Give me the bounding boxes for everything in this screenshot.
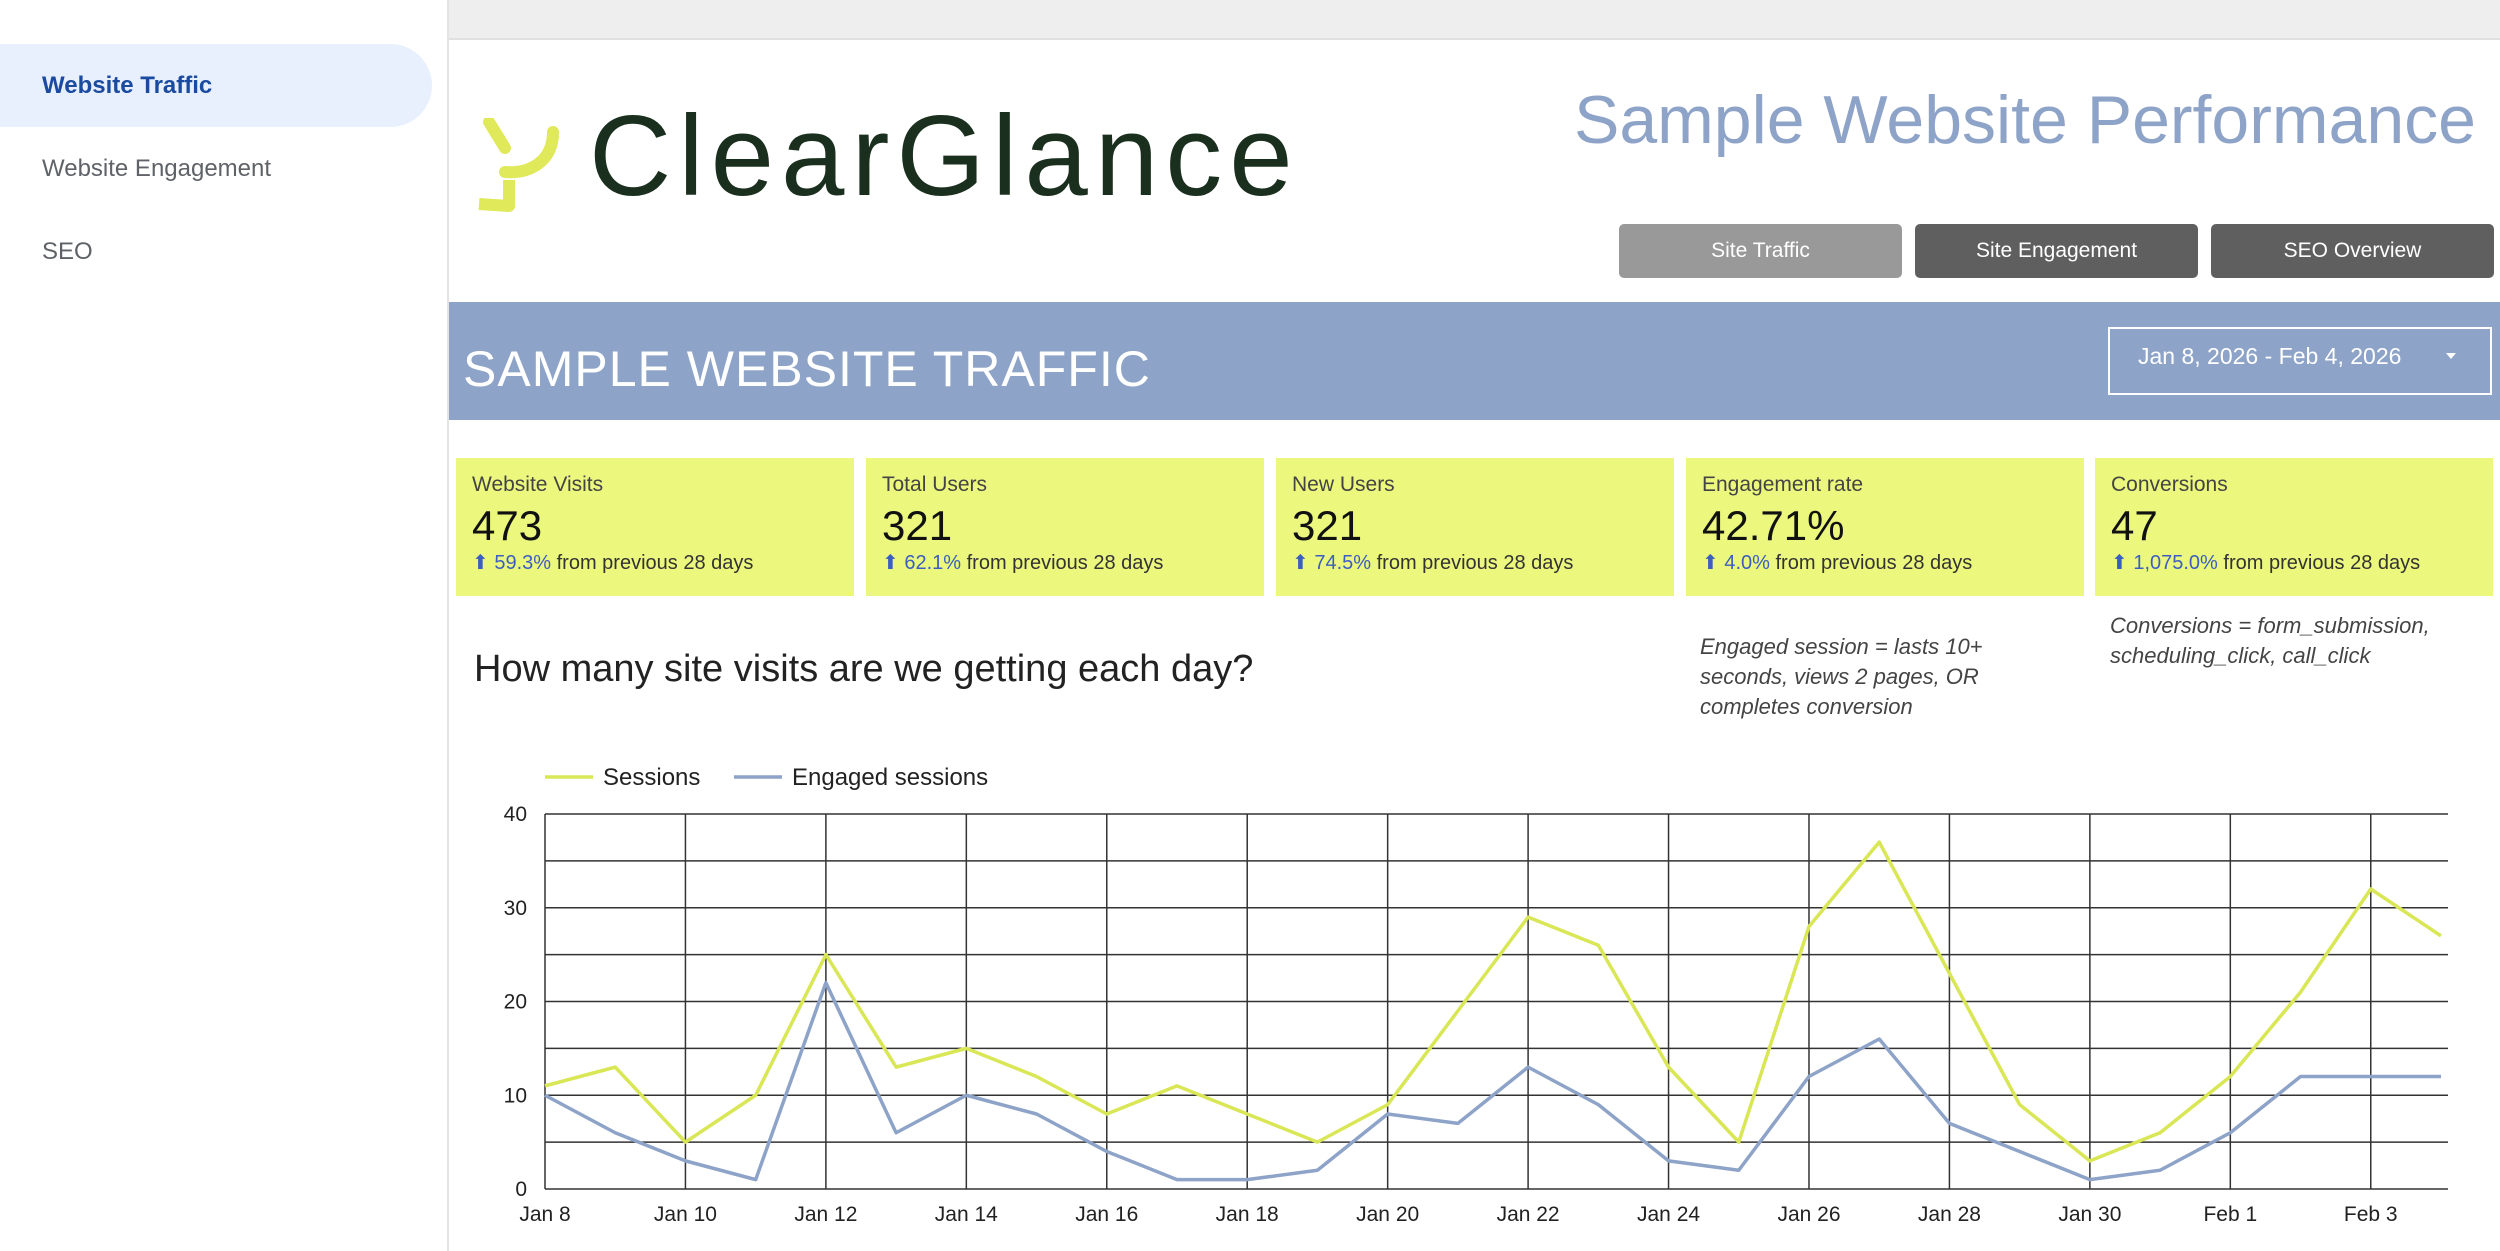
date-range-value: Jan 8, 2026 - Feb 4, 2026 [2138,343,2402,369]
note-line: Engaged session = lasts 10+ [1700,634,1983,659]
kpi-delta: ⬆ 74.5% from previous 28 days [1292,550,1573,575]
kpi-card-conversions: Conversions 47 ⬆ 1,075.0% from previous … [2095,458,2493,596]
kpi-value: 42.71% [1702,502,1845,549]
kpi-delta-percent: 59.3% [494,552,552,574]
kpi-delta-percent: 4.0% [1724,552,1770,574]
legend-label: Sessions [603,764,700,791]
kpi-label: New Users [1292,473,1395,496]
sidebar-item-website-traffic[interactable]: Website Traffic [0,44,432,127]
chart-x-tick-label: Jan 8 [519,1203,570,1226]
chart-series-line-0 [544,840,2442,1163]
kpi-card-new-users: New Users 321 ⬆ 74.5% from previous 28 d… [1276,458,1674,596]
kpi-delta: ⬆ 1,075.0% from previous 28 days [2111,550,2420,575]
kpi-label: Total Users [882,473,988,496]
kpi-delta-label: from previous 28 days [966,552,1164,574]
logo-wordmark: ClearGlance [589,93,1300,220]
site-engagement-button[interactable]: Site Engagement [1915,224,2198,278]
report-title: Sample Website Performance [1573,82,2476,158]
note-line: Conversions = form_submission, [2110,613,2430,638]
conversions-note: Conversions = form_submission, schedulin… [2110,611,2430,671]
chart-title: How many site visits are we getting each… [474,648,1254,690]
clearglance-logo-icon [478,118,559,212]
chart-series-line-1 [544,981,2441,1182]
chart-y-tick-label: 0 [515,1178,527,1201]
note-line: seconds, views 2 pages, OR [1700,664,1979,689]
kpi-value: 473 [472,502,543,549]
legend-label: Engaged sessions [792,764,988,791]
chart-x-tick-label: Feb 1 [2203,1203,2257,1226]
kpi-value: 321 [882,502,953,549]
engaged-session-note: Engaged session = lasts 10+ seconds, vie… [1700,632,1983,722]
chart-x-tick-label: Jan 30 [2058,1203,2121,1226]
sidebar-item-seo[interactable]: SEO [42,237,93,265]
kpi-delta-percent: 1,075.0% [2133,552,2218,574]
chart-x-tick-label: Jan 24 [1637,1203,1700,1226]
kpi-value: 321 [1292,502,1363,549]
section-title: SAMPLE WEBSITE TRAFFIC [463,341,1151,397]
kpi-delta-label: from previous 28 days [556,552,754,574]
top-toolbar [449,0,2500,40]
kpi-card-engagement-rate: Engagement rate 42.71% ⬆ 4.0% from previ… [1686,458,2084,596]
report-canvas: ClearGlance Sample Website Performance S… [447,0,2500,1251]
chart-x-tick-label: Jan 26 [1777,1203,1840,1226]
chart-y-tick-label: 10 [504,1084,527,1107]
chart-x-tick-label: Jan 12 [794,1203,857,1226]
chart-x-tick-label: Jan 20 [1356,1203,1419,1226]
kpi-label: Website Visits [472,473,604,496]
kpi-delta-percent: 62.1% [904,552,962,574]
chart-x-tick-label: Jan 22 [1497,1203,1560,1226]
chart-y-tick-label: 20 [504,991,527,1014]
kpi-label: Conversions [2111,473,2228,496]
chart-x-tick-label: Jan 28 [1918,1203,1981,1226]
kpi-delta: ⬆ 62.1% from previous 28 days [882,550,1163,575]
arrow-up-icon: ⬆ [472,552,489,574]
kpi-delta-percent: 74.5% [1314,552,1372,574]
kpi-label: Engagement rate [1702,473,1864,496]
kpi-delta-label: from previous 28 days [2223,552,2421,574]
kpi-delta: ⬆ 59.3% from previous 28 days [472,550,753,575]
chart-x-tick-label: Jan 10 [654,1203,717,1226]
sessions-line-chart: 0 10 20 30 40 Jan 8 Jan 10 Jan 12 Jan 14 Jan 16 Ja… [504,764,2448,1226]
chart-x-tick-label: Jan 18 [1216,1203,1279,1226]
chart-x-tick-label: Jan 16 [1075,1203,1138,1226]
kpi-card-total-users: Total Users 321 ⬆ 62.1% from previous 28… [866,458,1264,596]
arrow-up-icon: ⬆ [1702,552,1719,574]
kpi-card-website-visits: Website Visits 473 ⬆ 59.3% from previous… [456,458,854,596]
section-banner: SAMPLE WEBSITE TRAFFIC Jan 8, 2026 - Feb… [449,302,2500,420]
chevron-down-icon [2446,353,2456,359]
seo-overview-button[interactable]: SEO Overview [2211,224,2494,278]
kpi-delta-label: from previous 28 days [1376,552,1574,574]
chart-y-tick-label: 40 [504,803,527,826]
arrow-up-icon: ⬆ [2111,552,2128,574]
arrow-up-icon: ⬆ [882,552,899,574]
sidebar: Website Traffic Website Engagement SEO [0,0,447,1251]
date-range-picker[interactable]: Jan 8, 2026 - Feb 4, 2026 [2108,327,2492,395]
kpi-value: 47 [2111,502,2158,549]
arrow-up-icon: ⬆ [1292,552,1309,574]
kpi-delta: ⬆ 4.0% from previous 28 days [1702,550,1972,575]
chart-y-tick-label: 30 [504,897,527,920]
note-line: scheduling_click, call_click [2110,643,2371,668]
chart-x-tick-label: Jan 14 [935,1203,998,1226]
site-traffic-button[interactable]: Site Traffic [1619,224,1902,278]
chart-x-tick-label: Feb 3 [2344,1203,2398,1226]
sidebar-item-website-engagement[interactable]: Website Engagement [42,154,272,182]
kpi-delta-label: from previous 28 days [1775,552,1973,574]
note-line: completes conversion [1700,694,1913,719]
